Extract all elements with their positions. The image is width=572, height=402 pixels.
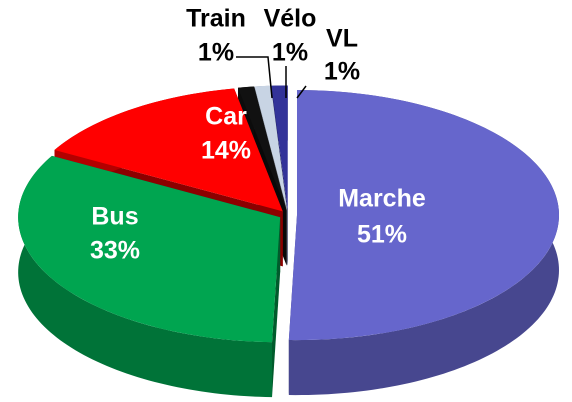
slice-value-label: 1%: [272, 39, 308, 67]
slice-value-label: 1%: [324, 58, 360, 86]
slice-value-label: 51%: [357, 221, 407, 249]
leader-line: [296, 85, 307, 99]
pie-slice: [271, 85, 288, 211]
pie-slice: [54, 88, 283, 212]
slice-label: Marche: [338, 185, 426, 213]
slice-side: [18, 155, 273, 398]
pie-slice: [237, 86, 287, 211]
leader-line: [236, 56, 273, 99]
slice-label: Car: [205, 103, 247, 131]
tops: [18, 85, 559, 343]
slice-value-label: 14%: [201, 137, 251, 165]
pie-slice: [288, 90, 559, 341]
pie-slice: [18, 155, 281, 343]
slice-value-label: 33%: [90, 237, 140, 265]
slice-label: Train: [186, 5, 246, 33]
slice-label: Bus: [91, 203, 138, 231]
slice-value-label: 1%: [198, 39, 234, 67]
slice-label: Vélo: [264, 5, 317, 33]
pie-slice: [254, 85, 288, 211]
slice-label: VL: [326, 25, 358, 53]
